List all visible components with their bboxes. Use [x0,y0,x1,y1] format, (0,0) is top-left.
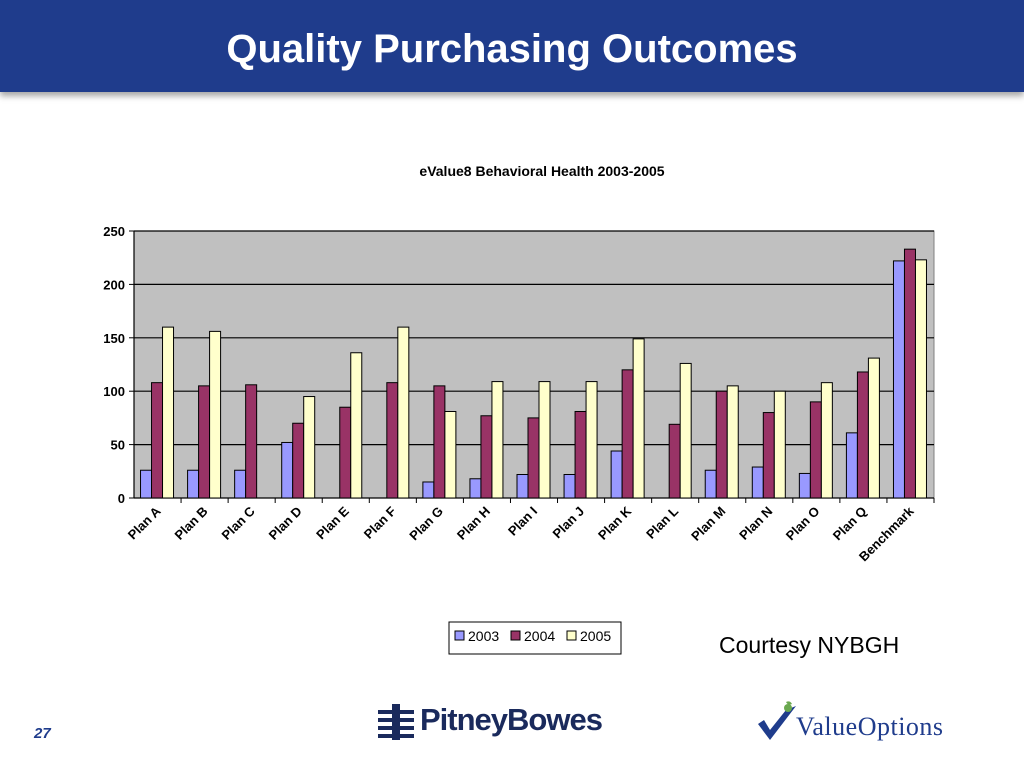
value-options-logo: ValueOptions [756,700,996,748]
bar-2003-benchmark [892,260,905,499]
bar-2005-plan-h [491,381,504,499]
bar-2004-plan-j [574,410,587,499]
bar-2004-plan-b [198,385,211,499]
bar-2004-plan-e [339,406,352,499]
title-bar: Quality Purchasing Outcomes [0,0,1024,92]
value-options-check-icon [758,701,796,740]
bar-2004-plan-d [292,422,305,499]
bar-2005-plan-f [397,326,410,499]
legend-swatch-2005 [566,630,577,641]
x-category-label: Plan H [454,504,493,543]
legend-label-2004: 2004 [524,628,555,644]
bar-2003-plan-m [704,469,717,499]
bar-2005-plan-o [820,382,833,499]
pitney-bowes-wordmark: PitneyBowes [420,702,603,737]
y-tick-label: 250 [103,224,125,239]
y-tick-label: 0 [118,491,125,506]
courtesy-text: Courtesy NYBGH [719,632,900,658]
x-category-label: Plan L [643,503,681,541]
bar-2003-plan-d [281,441,294,499]
bar-2004-plan-l [668,423,681,499]
bar-2005-benchmark [914,259,927,499]
x-category-label: Plan K [595,503,635,543]
value-options-wordmark: ValueOptions [796,712,944,741]
bar-2003-plan-i [516,474,529,499]
bar-2005-plan-b [209,330,222,499]
bar-2005-plan-j [585,381,598,499]
legend-swatch-2004 [510,630,521,641]
x-category-label: Plan D [266,504,305,543]
x-category-label: Plan Q [830,504,870,544]
bar-2005-plan-d [303,396,316,499]
legend-label-2003: 2003 [468,628,499,644]
x-category-label: Plan G [406,504,446,544]
bar-2004-plan-a [151,382,164,499]
bar-2003-plan-h [469,478,482,499]
bar-2004-plan-i [527,417,540,499]
bar-2004-plan-n [762,412,775,499]
y-tick-label: 200 [103,277,125,292]
bar-2004-plan-k [621,369,634,499]
bar-2003-plan-n [751,466,764,499]
chart-title: eValue8 Behavioral Health 2003-2005 [419,163,664,179]
slide-title: Quality Purchasing Outcomes [226,27,798,71]
y-tick-label: 150 [103,331,125,346]
y-tick-label: 100 [103,384,125,399]
x-category-label: Plan B [171,504,210,543]
x-category-label: Plan E [313,503,352,542]
bar-2003-plan-o [798,472,811,499]
page-number: 27 [34,725,51,742]
bar-2005-plan-i [538,381,551,499]
bar-2004-plan-m [715,390,728,499]
bar-2004-plan-o [809,401,822,499]
bar-2003-plan-c [234,469,247,499]
bar-2005-plan-g [444,410,457,499]
bar-2003-plan-g [422,481,435,499]
pitney-bowes-logo: PitneyBowes [378,700,603,740]
bar-2005-plan-q [867,357,880,499]
bar-2003-plan-k [610,450,623,499]
bar-2005-plan-m [726,385,739,499]
x-category-label: Plan A [125,503,164,542]
bar-2003-plan-a [140,469,153,499]
bar-2004-plan-f [386,382,399,499]
bar-2003-plan-q [845,432,858,499]
x-category-label: Plan O [783,504,823,544]
y-tick-label: 50 [111,438,125,453]
pitney-bowes-emblem-icon [378,704,414,740]
bar-2003-plan-b [187,469,200,499]
bar-2005-plan-l [679,362,692,499]
x-category-label: Plan I [505,504,540,539]
bar-2003-plan-j [563,474,576,499]
x-category-label: Plan C [219,503,259,543]
bar-2005-plan-n [773,390,786,499]
x-category-label: Plan J [549,504,587,542]
bar-2004-plan-g [433,385,446,499]
x-category-label: Plan M [688,504,728,544]
legend-label-2005: 2005 [580,628,611,644]
x-category-label: Plan F [361,503,399,541]
legend-box [448,621,622,655]
bar-2005-plan-e [350,352,363,499]
bar-2004-plan-c [245,384,258,499]
bar-2004-plan-q [856,371,869,499]
bar-2004-plan-h [480,415,493,499]
x-category-label: Plan N [736,504,775,543]
legend-swatch-2003 [454,630,465,641]
bar-2004-benchmark [903,248,916,499]
bar-2005-plan-a [162,326,175,499]
bar-2005-plan-k [632,338,645,499]
